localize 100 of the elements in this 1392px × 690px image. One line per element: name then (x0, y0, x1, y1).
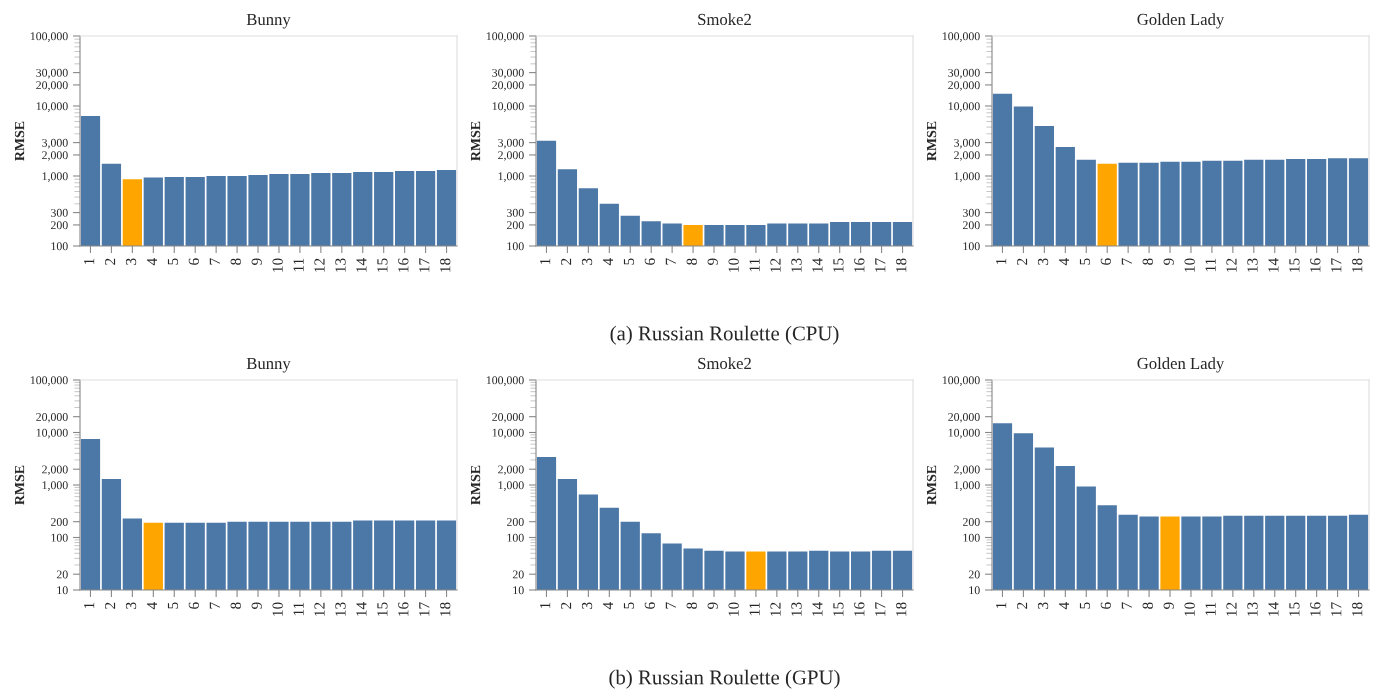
chart-title: Bunny (246, 13, 291, 29)
x-tick-label: 15 (377, 258, 388, 272)
y-tick-label: 100 (51, 533, 68, 542)
x-tick-label: 17 (419, 602, 430, 616)
y-tick-label: 100,000 (942, 376, 980, 386)
y-tick-label: 30,000 (948, 68, 980, 79)
x-tick-label: 1 (996, 602, 1007, 609)
y-tick-label: 100,000 (942, 32, 980, 42)
x-tick-label: 15 (1289, 602, 1300, 616)
x-tick-label: 13 (335, 602, 346, 616)
y-tick-label: 2,000 (498, 465, 524, 476)
y-tick-label: 10,000 (948, 428, 980, 439)
x-tick-label: 7 (209, 258, 220, 265)
x-tick-label: 8 (1142, 258, 1153, 265)
x-tick-label: 13 (791, 258, 802, 272)
x-tick-label: 3 (581, 258, 593, 265)
y-tick-label: 10,000 (36, 428, 68, 439)
x-tick-label: 16 (1310, 602, 1321, 616)
x-tick-label: 8 (1142, 602, 1153, 609)
y-tick-label: 200 (507, 221, 524, 230)
y-tick-label: 20 (56, 570, 68, 579)
y-tick-label: 2,000 (954, 151, 980, 161)
x-tick-label: 4 (1058, 602, 1069, 610)
x-tick-label: 16 (398, 602, 409, 616)
x-tick-label: 7 (209, 602, 220, 609)
y-tick-label: 100 (51, 242, 68, 251)
x-tick-label: 16 (854, 258, 865, 272)
x-tick-label: 5 (623, 602, 635, 609)
y-tick-label: 20,000 (36, 412, 68, 423)
y-tick-label: 10,000 (948, 102, 980, 112)
x-tick-label: 14 (356, 602, 367, 616)
y-tick-label: 10 (513, 586, 524, 595)
x-tick-label: 6 (1100, 258, 1112, 265)
x-tick-label: 17 (875, 602, 886, 616)
x-tick-label: 18 (896, 602, 907, 616)
y-tick-label: 10 (969, 586, 980, 595)
x-tick-label: 7 (1121, 258, 1132, 265)
y-tick-label: 30,000 (492, 68, 524, 79)
x-tick-label: 2 (1016, 258, 1028, 265)
y-tick-label: 1,000 (954, 481, 980, 491)
x-tick-label: 12 (1226, 258, 1237, 272)
x-tick-label: 18 (896, 258, 907, 272)
chart-title: Bunny (246, 357, 291, 373)
x-tick-label: 4 (602, 258, 613, 266)
x-tick-label: 2 (1016, 602, 1028, 609)
x-tick-label: 3 (581, 602, 593, 609)
x-tick-label: 9 (707, 258, 718, 265)
x-tick-label: 3 (1037, 258, 1049, 265)
x-tick-label: 7 (1121, 602, 1132, 609)
x-tick-label: 13 (1247, 258, 1258, 272)
x-tick-label: 14 (1268, 602, 1279, 616)
x-tick-label: 12 (314, 602, 325, 616)
x-tick-label: 1 (540, 258, 551, 265)
x-tick-label: 15 (1289, 258, 1300, 272)
x-tick-label: 1 (84, 602, 95, 609)
y-tick-label: 100,000 (30, 376, 68, 386)
x-tick-label: 5 (623, 258, 635, 265)
y-tick-label: 100 (963, 533, 980, 542)
x-tick-label: 11 (293, 602, 304, 616)
y-tick-label: 10 (57, 586, 68, 595)
x-tick-label: 4 (602, 602, 613, 610)
x-tick-label: 5 (1079, 602, 1091, 609)
x-tick-label: 6 (1100, 602, 1112, 609)
x-tick-label: 11 (1205, 258, 1216, 272)
x-tick-label: 13 (791, 602, 802, 616)
x-tick-label: 12 (770, 258, 781, 272)
x-tick-label: 11 (1205, 602, 1216, 616)
x-tick-label: 16 (1310, 258, 1321, 272)
x-tick-label: 8 (686, 258, 697, 265)
y-axis-title: RMSE (926, 465, 937, 505)
y-tick-label: 20,000 (36, 81, 68, 91)
chart-title: Smoke2 (698, 357, 751, 370)
x-tick-label: 13 (1247, 602, 1258, 616)
y-axis-title: RMSE (14, 121, 25, 161)
x-tick-label: 12 (1226, 602, 1237, 616)
x-tick-label: 2 (104, 258, 116, 265)
x-tick-label: 9 (1163, 258, 1174, 265)
y-axis-title: RMSE (14, 465, 25, 505)
y-tick-label: 1,000 (42, 172, 68, 182)
y-tick-label: 1,000 (42, 481, 68, 491)
x-tick-label: 8 (230, 258, 241, 265)
y-tick-label: 200 (507, 517, 524, 526)
x-tick-label: 6 (644, 258, 656, 265)
x-tick-label: 17 (419, 258, 430, 272)
y-tick-label: 200 (51, 517, 68, 526)
y-tick-label: 20 (512, 570, 524, 579)
x-tick-label: 6 (188, 602, 200, 609)
y-axis-title: RMSE (470, 465, 481, 505)
x-tick-label: 10 (272, 258, 283, 272)
y-tick-label: 20 (968, 570, 980, 579)
y-tick-label: 2,000 (42, 151, 68, 161)
y-tick-label: 3,000 (954, 138, 980, 149)
x-tick-label: 2 (560, 258, 572, 265)
x-tick-label: 4 (1058, 258, 1069, 266)
x-tick-label: 3 (125, 258, 137, 265)
chart-title: Golden Lady (1137, 357, 1225, 373)
y-tick-label: 1,000 (954, 172, 980, 182)
x-tick-label: 14 (1268, 258, 1279, 272)
y-tick-label: 20,000 (948, 412, 980, 423)
x-tick-label: 17 (875, 258, 886, 272)
